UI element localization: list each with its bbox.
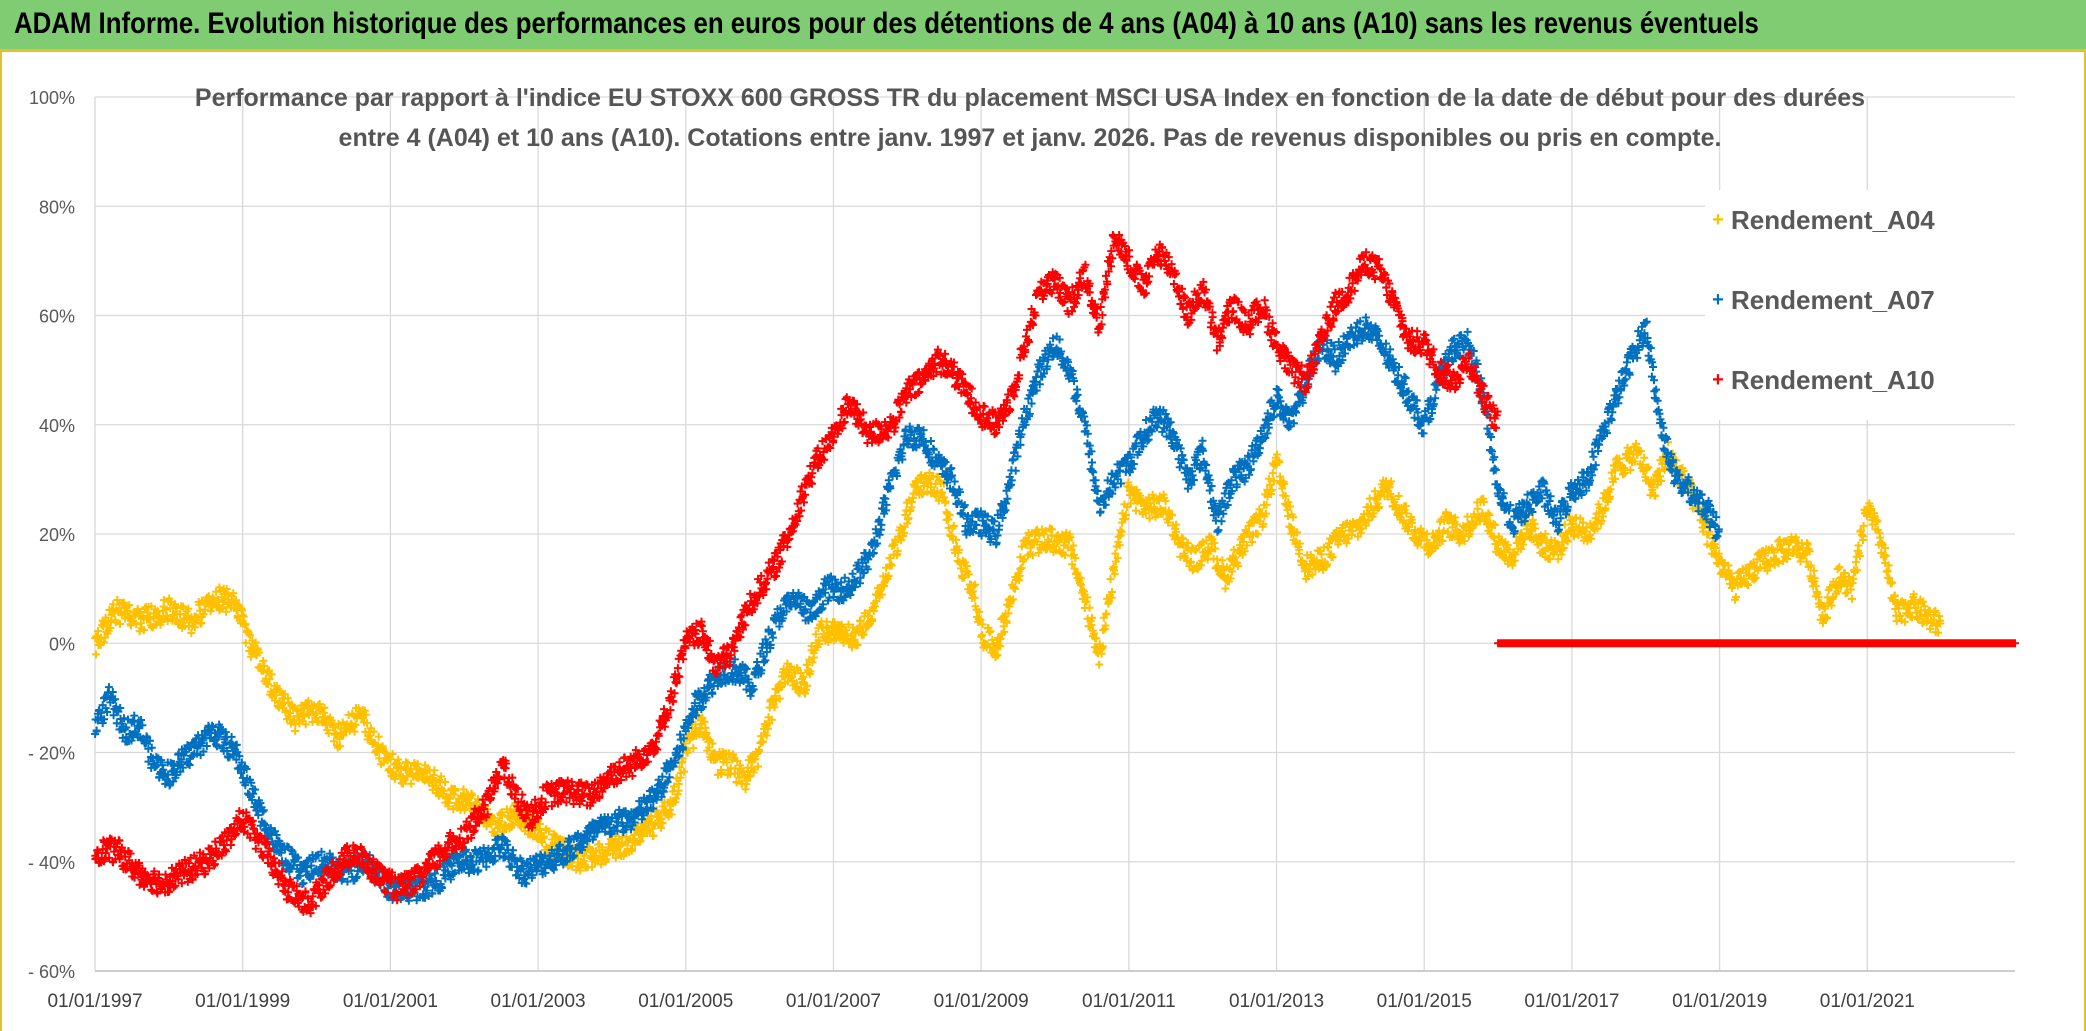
legend-item-a10: + Rendement_A10: [1705, 360, 1935, 400]
series-markers: [91, 313, 1723, 905]
series-markers: [1494, 639, 2019, 648]
series-zero-line: [1494, 639, 2019, 648]
series-rendement-a04: [91, 438, 1945, 875]
x-tick-label: 01/01/2021: [1820, 991, 1915, 1012]
legend-item-a04: + Rendement_A04: [1705, 200, 1935, 240]
y-tick-label: 100%: [29, 88, 75, 108]
legend-item-a07: + Rendement_A07: [1705, 280, 1935, 320]
legend-label-a10: Rendement_A10: [1731, 364, 1935, 395]
x-tick-label: 01/01/2007: [786, 991, 881, 1012]
y-tick-label: 20%: [39, 525, 75, 545]
series-rendement-a07: [91, 313, 1723, 905]
x-tick-label: 01/01/2013: [1229, 991, 1324, 1012]
series-markers: [91, 438, 1945, 875]
chart-frame: [0, 52, 2086, 1031]
legend-marker-a04: +: [1712, 208, 1724, 231]
y-tick-label: 60%: [39, 307, 75, 327]
x-tick-label: 01/01/2011: [1082, 991, 1176, 1012]
series-rendement-a10: [91, 230, 1502, 918]
x-tick-label: 01/01/2017: [1524, 991, 1619, 1012]
x-tick-label: 01/01/2001: [343, 991, 438, 1012]
x-tick-label: 01/01/1999: [195, 991, 290, 1012]
x-tick-label: 01/01/2005: [638, 991, 733, 1012]
y-tick-label: - 20%: [28, 744, 75, 764]
chart-title-line2: entre 4 (A04) et 10 ans (A10). Cotations…: [338, 124, 1722, 152]
header-banner: ADAM Informe. Evolution historique des p…: [0, 0, 2086, 52]
chart-title: Performance par rapport à l'indice EU ST…: [180, 78, 1880, 158]
report-title: ADAM Informe. Evolution historique des p…: [14, 7, 1759, 40]
legend-label-a07: Rendement_A07: [1731, 284, 1935, 315]
y-tick-label: 0%: [49, 634, 75, 654]
x-tick-label: 01/01/2015: [1377, 991, 1472, 1012]
y-tick-label: - 40%: [28, 853, 75, 873]
chart-legend: + Rendement_A04 + Rendement_A07 + Rendem…: [1705, 190, 2025, 420]
x-tick-label: 01/01/2003: [491, 991, 586, 1012]
legend-label-a04: Rendement_A04: [1731, 204, 1935, 235]
series-markers: [91, 230, 1502, 918]
legend-marker-a10: +: [1712, 368, 1724, 391]
x-tick-label: 01/01/2009: [934, 991, 1029, 1012]
y-tick-label: - 60%: [28, 962, 75, 982]
y-tick-label: 40%: [39, 416, 75, 436]
x-tick-label: 01/01/1997: [47, 991, 142, 1012]
legend-marker-a07: +: [1712, 288, 1724, 311]
x-tick-label: 01/01/2019: [1672, 991, 1767, 1012]
chart-title-line1: Performance par rapport à l'indice EU ST…: [194, 84, 1866, 112]
y-tick-label: 80%: [39, 197, 75, 217]
